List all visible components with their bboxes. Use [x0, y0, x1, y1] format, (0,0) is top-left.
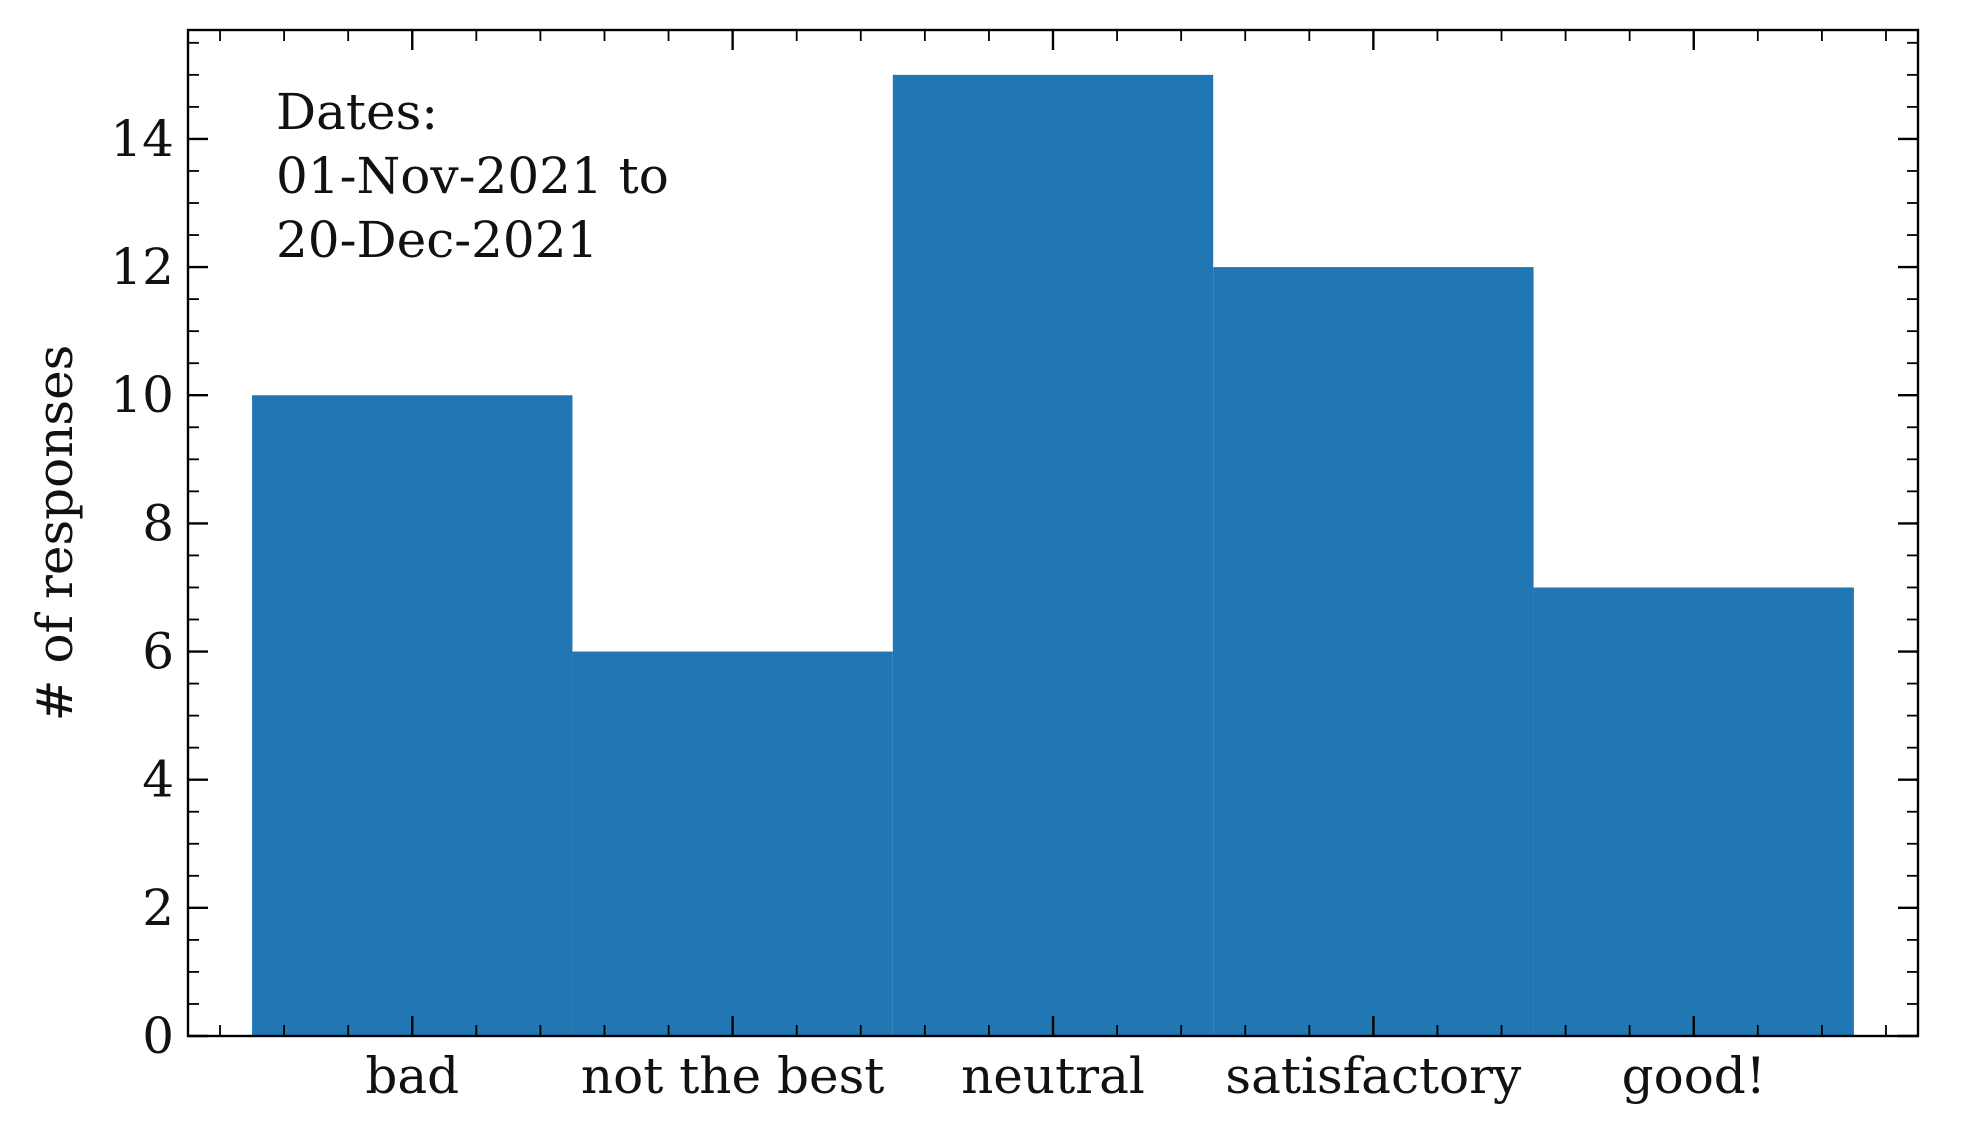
bar-good	[1533, 587, 1854, 1036]
x-tick-label: satisfactory	[1225, 1047, 1522, 1105]
date-range-annotation: Dates: 01-Nov-2021 to 20-Dec-2021	[276, 83, 669, 269]
x-axis: bad not the best neutral satisfactory good!	[219, 30, 1887, 1105]
bars-group	[252, 74, 1854, 1037]
y-tick-label: 6	[142, 623, 174, 681]
annotation-line: Dates:	[276, 83, 438, 141]
bar-not-the-best	[572, 651, 893, 1036]
y-tick-label: 10	[110, 366, 174, 424]
plot-frame	[186, 28, 1920, 1038]
bar-bad	[252, 395, 573, 1036]
y-tick-label: 2	[142, 879, 174, 937]
x-tick-label: not the best	[581, 1047, 884, 1105]
y-tick-label: 12	[110, 238, 174, 296]
y-axis: 0 2 4 6 8 10 12 14	[110, 41, 1918, 1065]
x-tick-label: neutral	[961, 1047, 1145, 1105]
y-tick-label: 4	[142, 751, 174, 809]
x-tick-label: bad	[365, 1047, 459, 1105]
bar-satisfactory	[1213, 267, 1534, 1037]
annotation-line: 20-Dec-2021	[276, 211, 598, 269]
y-axis-label: # of responses	[26, 345, 84, 722]
bar-neutral	[892, 74, 1214, 1036]
y-tick-label: 8	[142, 494, 174, 552]
y-tick-label: 14	[110, 110, 174, 168]
x-tick-label: good!	[1622, 1047, 1766, 1105]
y-tick-label: 0	[142, 1007, 174, 1065]
annotation-line: 01-Nov-2021 to	[276, 147, 669, 205]
